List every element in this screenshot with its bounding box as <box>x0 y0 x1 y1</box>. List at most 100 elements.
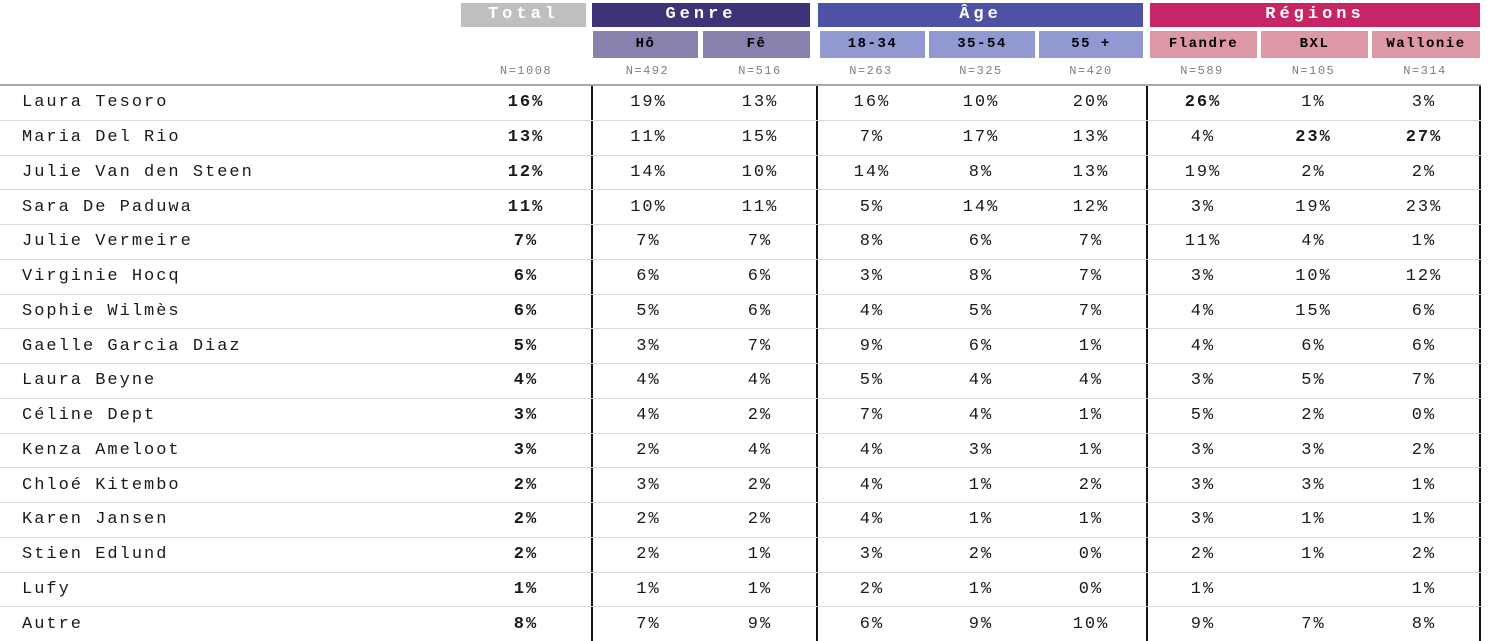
cell-region-bxl: 10% <box>1295 267 1332 287</box>
sample-size-18-34: N=263 <box>849 64 893 78</box>
cell-total: 16% <box>507 93 545 113</box>
cell-genre-homme: 6% <box>591 259 704 294</box>
cell-genre-femme: 10% <box>741 162 779 182</box>
cell-genre-femme: 1% <box>747 545 773 565</box>
cell-region-bxl: 3% <box>1301 475 1326 495</box>
cell-region-wallonie: 12% <box>1369 259 1481 294</box>
column-header-18-34: 18-34 <box>820 31 925 58</box>
table-row: Laura Beyne 4% 4% 4% 5% 4% 4% 3% 5% 7% <box>0 364 1481 399</box>
cell-genre-homme: 1% <box>591 572 704 607</box>
cell-region-bxl: 2% <box>1301 162 1326 182</box>
cell-total: 11% <box>507 197 545 217</box>
cell-age-55plus: 10% <box>1072 614 1110 634</box>
cell-total: 2% <box>513 545 539 565</box>
cell-age-55plus: 2% <box>1078 475 1104 495</box>
cell-region-wallonie: 7% <box>1369 364 1481 398</box>
cell-region-flandre: 4% <box>1146 120 1258 155</box>
column-header-flandre: Flandre <box>1150 31 1257 58</box>
cell-region-flandre: 3% <box>1146 259 1258 294</box>
row-label: Autre <box>22 614 84 634</box>
cell-age-18-34: 4% <box>816 503 926 537</box>
cell-genre-femme: 7% <box>747 232 773 252</box>
row-label: Sophie Wilmès <box>22 301 181 321</box>
cell-age-55plus: 12% <box>1072 197 1110 217</box>
cell-age-18-34: 2% <box>816 572 926 607</box>
cell-region-bxl: 19% <box>1295 197 1332 217</box>
cell-age-55plus: 7% <box>1078 232 1104 252</box>
cell-region-wallonie: 23% <box>1369 190 1481 224</box>
cell-region-wallonie: 6% <box>1369 294 1481 329</box>
row-label: Laura Tesoro <box>22 93 169 113</box>
row-label: Virginie Hocq <box>22 267 181 287</box>
row-label: Sara De Paduwa <box>22 197 193 217</box>
row-label: Laura Beyne <box>22 371 157 391</box>
column-header-femme: Fê <box>703 31 810 58</box>
column-header-wallonie: Wallonie <box>1372 31 1480 58</box>
cell-age-35-54: 1% <box>968 579 994 599</box>
cell-region-flandre: 3% <box>1146 468 1258 502</box>
sample-size-femme: N=516 <box>738 64 782 78</box>
cell-age-35-54: 8% <box>968 267 994 287</box>
cell-age-35-54: 3% <box>968 440 994 460</box>
column-group-age: Âge <box>818 3 1143 27</box>
cell-region-wallonie: 1% <box>1369 225 1481 259</box>
table-row: Virginie Hocq 6% 6% 6% 3% 8% 7% 3% 10% 1… <box>0 259 1481 295</box>
sample-size-flandre: N=589 <box>1180 64 1224 78</box>
cell-age-18-34: 5% <box>816 364 926 398</box>
sample-size-55plus: N=420 <box>1069 64 1113 78</box>
table-row: Céline Dept 3% 4% 2% 7% 4% 1% 5% 2% 0% <box>0 398 1481 434</box>
cell-total: 3% <box>513 406 539 426</box>
cell-total: 13% <box>507 128 545 148</box>
cell-age-18-34: 3% <box>816 537 926 572</box>
cell-region-flandre: 1% <box>1146 572 1258 607</box>
cell-age-55plus: 13% <box>1072 162 1110 182</box>
cell-age-35-54: 6% <box>968 336 994 356</box>
cell-age-55plus: 7% <box>1078 301 1104 321</box>
cell-total: 6% <box>513 267 539 287</box>
cell-age-55plus: 1% <box>1078 440 1104 460</box>
cell-age-35-54: 5% <box>968 301 994 321</box>
cell-region-bxl: 5% <box>1301 371 1326 391</box>
cell-age-35-54: 4% <box>968 406 994 426</box>
sample-size-bxl: N=105 <box>1291 64 1336 78</box>
cell-region-flandre: 4% <box>1146 294 1258 329</box>
cell-age-35-54: 1% <box>968 475 994 495</box>
table-row: Karen Jansen 2% 2% 2% 4% 1% 1% 3% 1% 1% <box>0 503 1481 538</box>
cell-age-55plus: 1% <box>1078 510 1104 530</box>
table-row: Stien Edlund 2% 2% 1% 3% 2% 0% 2% 1% 2% <box>0 537 1481 573</box>
cell-genre-homme: 2% <box>591 433 704 468</box>
row-label: Chloé Kitembo <box>22 475 181 495</box>
cell-age-35-54: 9% <box>968 614 994 634</box>
row-label: Maria Del Rio <box>22 128 181 148</box>
cell-region-bxl: 1% <box>1301 93 1326 113</box>
cell-total: 8% <box>513 614 539 634</box>
cell-genre-femme: 11% <box>741 197 779 217</box>
table-row: Gaelle Garcia Diaz 5% 3% 7% 9% 6% 1% 4% … <box>0 329 1481 364</box>
cell-genre-homme: 11% <box>591 120 704 155</box>
table-body: Laura Tesoro 16% 19% 13% 16% 10% 20% 26%… <box>0 84 1481 641</box>
cell-age-18-34: 5% <box>816 190 926 224</box>
table-row: Lufy 1% 1% 1% 2% 1% 0% 1% 1% <box>0 572 1481 608</box>
cell-region-bxl: 7% <box>1301 614 1326 634</box>
sample-size-total: N=1008 <box>499 64 553 78</box>
cell-region-wallonie: 8% <box>1369 607 1481 641</box>
column-header-35-54: 35-54 <box>929 31 1035 58</box>
cell-region-flandre: 3% <box>1146 433 1258 468</box>
row-label: Gaelle Garcia Diaz <box>22 336 242 356</box>
cell-genre-femme: 2% <box>747 510 773 530</box>
cell-region-flandre: 19% <box>1146 155 1258 190</box>
cell-age-35-54: 2% <box>968 545 994 565</box>
cell-total: 12% <box>507 162 545 182</box>
cell-total: 2% <box>513 510 539 530</box>
cell-region-flandre: 3% <box>1146 503 1258 537</box>
cell-age-35-54: 1% <box>968 510 994 530</box>
cell-region-wallonie: 1% <box>1369 503 1481 537</box>
row-label: Julie Vermeire <box>22 232 193 252</box>
cell-age-35-54: 6% <box>968 232 994 252</box>
cell-region-wallonie: 2% <box>1369 155 1481 190</box>
column-header-homme: Hô <box>593 31 698 58</box>
cell-total: 6% <box>513 301 539 321</box>
table-row: Maria Del Rio 13% 11% 15% 7% 17% 13% 4% … <box>0 120 1481 156</box>
cell-genre-homme: 7% <box>591 607 704 641</box>
row-label: Lufy <box>22 579 71 599</box>
